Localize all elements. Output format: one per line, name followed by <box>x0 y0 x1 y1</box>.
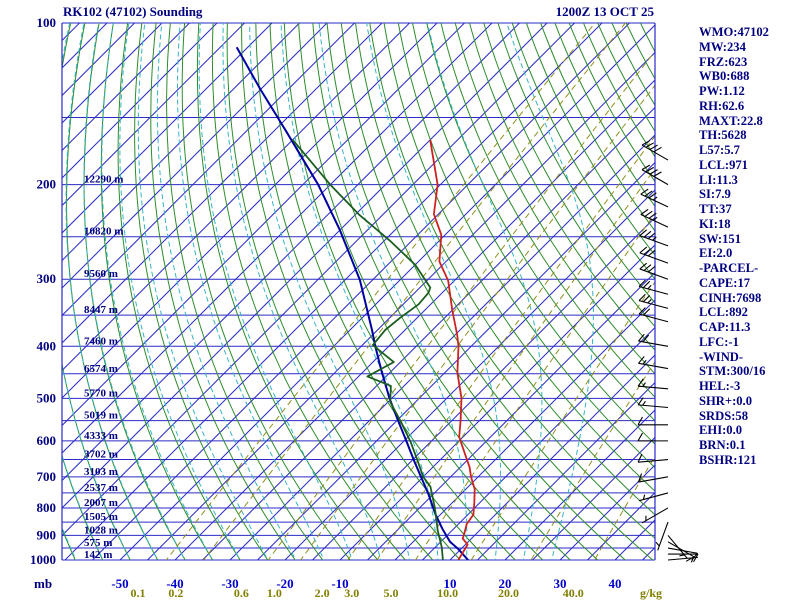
svg-text:1000: 1000 <box>30 552 56 567</box>
stat-item: CAP:11.3 <box>699 320 751 334</box>
stat-item: EHI:0.0 <box>699 423 743 438</box>
svg-text:7460 m: 7460 m <box>84 335 118 347</box>
stat-item: SHR+:0.0 <box>699 393 753 408</box>
stat-item: LI:11.3 <box>699 172 738 187</box>
svg-text:g/kg: g/kg <box>640 586 662 600</box>
height-labels: 12290 m 10820 m 9560 m 8447 m 7460 m 6574 m 57… <box>84 174 123 561</box>
svg-text:-20: -20 <box>276 576 293 591</box>
svg-text:-10: -10 <box>331 576 348 591</box>
dry-adiabat-lines <box>62 23 655 560</box>
stat-item: EI:2.0 <box>699 246 733 261</box>
chart-title: RK102 (47102) Sounding <box>63 4 203 19</box>
stat-item: LCL:892 <box>699 305 748 320</box>
svg-text:20.0: 20.0 <box>498 586 519 600</box>
stat-item: SW:151 <box>699 231 741 246</box>
stat-item: CAPE:17 <box>699 275 751 290</box>
stats-panel: WMO:47102 MW:234 FRZ:623 WB0:688 PW:1.12 RH:6… <box>699 25 799 468</box>
svg-text:10: 10 <box>444 576 457 591</box>
svg-text:900: 900 <box>37 527 57 542</box>
svg-text:200: 200 <box>37 177 57 192</box>
svg-text:-40: -40 <box>166 576 183 591</box>
svg-text:0.6: 0.6 <box>234 586 249 600</box>
svg-text:800: 800 <box>37 500 57 515</box>
svg-text:5770 m: 5770 m <box>84 387 118 399</box>
svg-text:10820 m: 10820 m <box>84 226 123 238</box>
svg-text:100: 100 <box>37 15 57 30</box>
stat-item: LCL:971 <box>699 157 748 172</box>
chart-datetime: 1200Z 13 OCT 25 <box>555 4 654 19</box>
svg-text:12290 m: 12290 m <box>84 174 123 186</box>
svg-text:20: 20 <box>499 576 512 591</box>
pressure-axis-labels: 100 200 300 400 500 600 700 800 900 1000 mb <box>30 15 56 591</box>
svg-text:10.0: 10.0 <box>437 586 458 600</box>
svg-text:1.0: 1.0 <box>267 586 282 600</box>
plot-frame <box>61 23 656 560</box>
svg-text:5.0: 5.0 <box>383 586 398 600</box>
stat-item: FRZ:623 <box>699 54 748 69</box>
mixing-ratio-labels: 0.1 0.2 0.6 1.0 2.0 3.0 5.0 10.0 20.0 40.0 g/kg <box>130 586 662 600</box>
svg-text:6574 m: 6574 m <box>84 363 118 375</box>
stat-item: TH:5628 <box>699 128 747 143</box>
svg-text:1505 m: 1505 m <box>84 511 118 523</box>
stat-item: MAXT:22.8 <box>699 113 763 128</box>
temp-axis-labels: -50 -40 -30 -20 -10 10 20 30 40 <box>111 576 621 591</box>
stat-item: HEL:-3 <box>699 379 741 393</box>
svg-text:-50: -50 <box>111 576 128 591</box>
svg-text:3103 m: 3103 m <box>84 466 118 478</box>
stat-item: -WIND- <box>699 349 744 364</box>
svg-text:575 m: 575 m <box>84 537 112 549</box>
stat-item: BSHR:121 <box>699 452 757 467</box>
stat-item: TT:37 <box>699 202 732 216</box>
moist-adiabat-lines <box>62 23 594 560</box>
stat-item: WMO:47102 <box>699 25 769 39</box>
stat-item: RH:62.6 <box>699 98 745 113</box>
stat-item: -PARCEL- <box>699 261 759 275</box>
svg-text:-30: -30 <box>221 576 238 591</box>
svg-text:30: 30 <box>554 576 567 591</box>
svg-text:1028 m: 1028 m <box>84 524 118 536</box>
svg-text:3702 m: 3702 m <box>84 449 118 461</box>
svg-text:142 m: 142 m <box>84 549 112 561</box>
svg-text:40: 40 <box>609 576 622 591</box>
stat-item: WB0:688 <box>699 69 750 84</box>
svg-text:500: 500 <box>37 390 57 405</box>
svg-text:2537 m: 2537 m <box>84 482 118 494</box>
svg-text:600: 600 <box>37 433 57 448</box>
svg-text:9560 m: 9560 m <box>84 268 118 280</box>
stat-item: MW:234 <box>699 39 746 54</box>
wind-barbs <box>637 140 699 563</box>
stat-item: STM:300/16 <box>699 364 766 379</box>
stat-item: LFC:-1 <box>699 334 739 349</box>
svg-text:300: 300 <box>37 271 57 286</box>
stat-item: SI:7.9 <box>699 187 731 202</box>
svg-text:2007 m: 2007 m <box>84 497 118 509</box>
svg-text:3.0: 3.0 <box>344 586 359 600</box>
svg-text:0.1: 0.1 <box>130 586 145 600</box>
svg-text:2.0: 2.0 <box>315 586 330 600</box>
svg-text:400: 400 <box>37 338 57 353</box>
stat-item: CINH:7698 <box>699 290 762 305</box>
temperature-curve <box>429 139 476 560</box>
svg-text:mb: mb <box>34 576 52 591</box>
isotherm-lines <box>62 23 655 560</box>
stat-item: L57:5.7 <box>699 143 740 157</box>
svg-text:700: 700 <box>37 469 57 484</box>
svg-text:4333 m: 4333 m <box>84 430 118 442</box>
dewpoint-curve <box>292 139 444 560</box>
svg-text:40.0: 40.0 <box>563 586 584 600</box>
stat-item: KI:18 <box>699 216 731 231</box>
stat-item: PW:1.12 <box>699 84 745 98</box>
stat-item: SRDS:58 <box>699 408 748 423</box>
svg-text:8447 m: 8447 m <box>84 304 118 316</box>
svg-text:0.2: 0.2 <box>168 586 183 600</box>
mixing-ratio-lines <box>165 23 655 560</box>
svg-text:5019 m: 5019 m <box>84 410 118 422</box>
stat-item: BRN:0.1 <box>699 438 746 452</box>
